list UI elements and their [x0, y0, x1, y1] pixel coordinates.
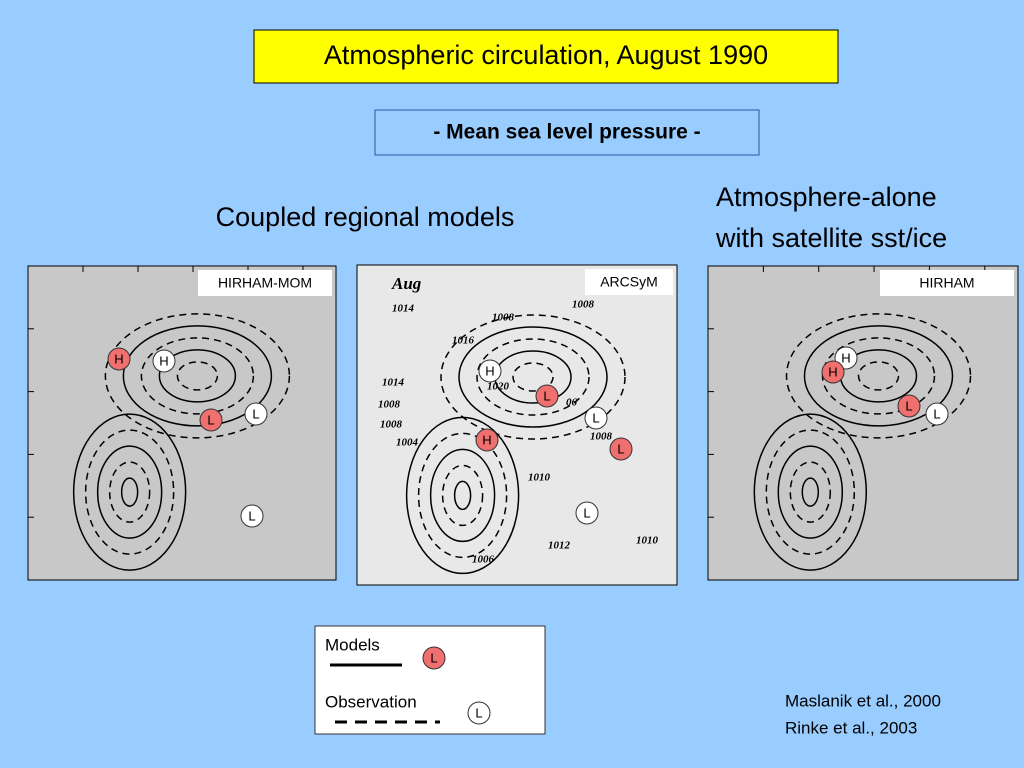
map [27, 265, 337, 581]
contour-label: 06 [566, 397, 578, 409]
marker-text: L [617, 441, 624, 456]
panel-label: HIRHAM [919, 275, 974, 291]
marker-circle [821, 360, 845, 384]
contour [429, 448, 496, 543]
contour-label: Aug [391, 274, 422, 293]
contour [96, 445, 163, 539]
contour [441, 464, 484, 527]
contour-label: 1004 [396, 437, 419, 449]
marker-circle [925, 402, 949, 426]
contour [458, 326, 608, 428]
marker-circle [475, 428, 499, 452]
contour [765, 429, 856, 555]
contour-label: 1016 [452, 335, 475, 347]
subtitle-box [374, 109, 760, 156]
legend-box [314, 625, 546, 735]
contour [104, 313, 291, 439]
marker-text: L [905, 398, 912, 413]
contour-label: 1020 [487, 381, 510, 393]
marker-text: L [430, 650, 437, 665]
marker-text: L [475, 705, 482, 720]
contour [753, 413, 868, 571]
contour [84, 429, 175, 555]
contour [789, 461, 832, 523]
contour-label: 1014 [382, 377, 405, 389]
contour [158, 349, 237, 403]
panel-label-box [585, 269, 673, 295]
contour-label: 1008 [590, 431, 613, 443]
marker-circle [535, 384, 559, 408]
marker-circle [609, 437, 633, 461]
contour-label: 1014 [392, 303, 415, 315]
contour [801, 477, 820, 507]
marker-circle [478, 359, 502, 383]
map [356, 264, 678, 586]
marker-text: L [207, 412, 214, 427]
contour-label: 1008 [378, 399, 401, 411]
legend-label: Models [325, 635, 380, 654]
marker-circle [584, 406, 608, 430]
contour-label: 1012 [548, 540, 571, 552]
marker-text: H [114, 351, 123, 366]
contour [803, 325, 954, 427]
contour [476, 338, 590, 416]
contour-label: 1010 [636, 535, 659, 547]
reference: Rinke et al., 2003 [785, 718, 917, 737]
reference: Maslanik et al., 2000 [785, 691, 941, 710]
contour [512, 362, 554, 392]
marker-circle [199, 408, 223, 432]
contour [176, 361, 219, 391]
contour [120, 477, 139, 507]
contour [72, 413, 187, 571]
marker-circle [152, 349, 176, 373]
contour-label: 1008 [380, 419, 403, 431]
contour [785, 313, 972, 439]
map [707, 265, 1019, 581]
group-label: Atmosphere-alone [716, 182, 937, 212]
group-label: with satellite sst/ice [715, 223, 947, 253]
contour [108, 461, 151, 523]
marker-text: H [828, 364, 837, 379]
marker-text: L [592, 410, 599, 425]
panel-label-box [880, 270, 1014, 296]
contour-label: 1008 [492, 312, 515, 324]
marker-text: H [485, 363, 494, 378]
contour-label: 1006 [472, 554, 495, 566]
title: Atmospheric circulation, August 1990 [324, 40, 768, 70]
marker-text: L [248, 508, 255, 523]
marker-circle [240, 504, 264, 528]
title-box [253, 29, 839, 84]
contour [440, 314, 626, 440]
contour-label: 1010 [528, 472, 551, 484]
panel-label-box [198, 270, 332, 296]
marker-circle [422, 646, 446, 670]
marker-text: H [159, 353, 168, 368]
contour [453, 480, 472, 511]
panel-label: HIRHAM-MOM [218, 275, 312, 291]
marker-text: L [933, 406, 940, 421]
contour [122, 325, 273, 427]
marker-circle [107, 347, 131, 371]
marker-circle [244, 402, 268, 426]
legend-label: Observation [325, 692, 417, 711]
marker-text: H [482, 432, 491, 447]
contour [140, 337, 255, 415]
panel-label: ARCSyM [600, 274, 658, 290]
marker-text: L [583, 505, 590, 520]
contour [857, 361, 900, 391]
contour [777, 445, 844, 539]
marker-text: H [841, 350, 850, 365]
marker-circle [575, 501, 599, 525]
marker-circle [897, 394, 921, 418]
group-label: Coupled regional models [216, 202, 515, 232]
subtitle: - Mean sea level pressure - [433, 121, 700, 144]
marker-text: L [543, 388, 550, 403]
contour-label: 1008 [572, 299, 595, 311]
marker-circle [467, 701, 491, 725]
marker-text: L [252, 406, 259, 421]
